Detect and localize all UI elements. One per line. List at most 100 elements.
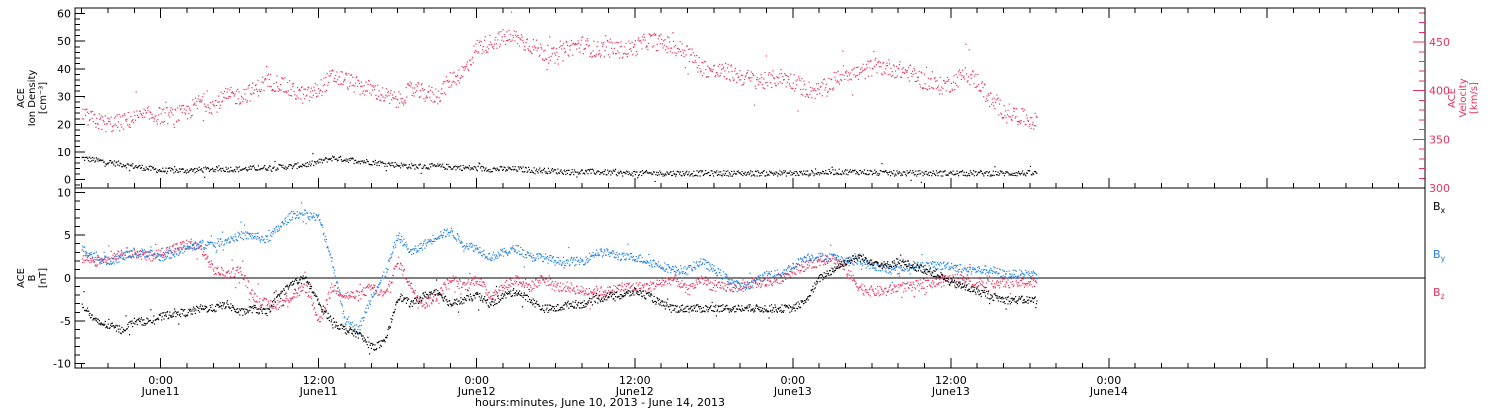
velocity-series-point xyxy=(584,48,586,50)
by-series-point xyxy=(205,247,207,249)
bz-series-point xyxy=(865,291,867,293)
by-series-point xyxy=(319,222,322,224)
velocity-series-point xyxy=(688,48,690,51)
bz-series-point xyxy=(591,291,594,293)
density-series-point xyxy=(89,160,91,163)
velocity-series-point xyxy=(817,87,819,90)
density-series-point xyxy=(675,173,678,176)
by-series-point xyxy=(251,235,253,237)
density-series-point xyxy=(90,157,92,159)
density-series-point xyxy=(471,167,474,169)
velocity-series-point xyxy=(507,40,509,42)
velocity-series-point xyxy=(885,68,887,70)
velocity-series-point xyxy=(913,67,915,70)
velocity-series-point xyxy=(417,81,419,84)
bz-series-point xyxy=(869,295,872,297)
density-series-point xyxy=(835,173,837,175)
bz-series-point xyxy=(732,286,734,289)
velocity-series-point xyxy=(180,108,182,110)
velocity-series-point xyxy=(244,93,246,95)
by-series-point xyxy=(91,254,93,256)
density-series-point xyxy=(1015,172,1017,174)
density-series-point xyxy=(784,172,786,174)
velocity-series-point xyxy=(497,33,499,35)
velocity-series-point xyxy=(630,47,632,50)
velocity-series-point xyxy=(331,70,333,72)
velocity-series-point xyxy=(356,76,358,78)
bz-series-point xyxy=(358,294,360,296)
density-series-point xyxy=(530,171,532,173)
velocity-series-point xyxy=(801,77,803,80)
velocity-series-point xyxy=(581,36,583,38)
velocity-series-point xyxy=(672,32,674,34)
density-series-point xyxy=(662,175,664,177)
by-series-point xyxy=(268,229,270,232)
density-series-point xyxy=(97,160,99,162)
bz-series-point xyxy=(815,266,817,268)
density-series-point xyxy=(593,172,595,174)
velocity-series-point xyxy=(503,40,505,42)
density-series-point xyxy=(737,170,739,172)
density-series-point xyxy=(754,175,756,177)
density-series-point xyxy=(340,155,342,158)
bz-series-point xyxy=(330,291,332,294)
density-series-point xyxy=(930,171,932,174)
bz-series-point xyxy=(848,277,850,279)
by-series-point xyxy=(130,256,132,258)
velocity-series-point xyxy=(175,109,177,111)
velocity-series-point xyxy=(607,54,609,56)
bz-series-point xyxy=(609,286,611,288)
bz-series-point xyxy=(548,275,550,277)
by-series-point xyxy=(257,232,259,234)
bz-series-point xyxy=(740,286,742,288)
bz-series-point xyxy=(881,288,883,291)
density-series-point xyxy=(568,169,570,171)
velocity-series-point xyxy=(177,119,179,121)
velocity-series-point xyxy=(552,48,554,50)
velocity-series-point xyxy=(716,72,718,74)
bz-series-point xyxy=(656,279,658,281)
velocity-series-point xyxy=(905,70,907,72)
density-series-point xyxy=(257,165,260,167)
by-series-point xyxy=(123,252,125,254)
velocity-series-point xyxy=(217,95,220,97)
bz-series-point xyxy=(428,305,431,307)
velocity-series-point xyxy=(754,85,756,87)
density-series-point xyxy=(539,171,542,173)
velocity-series-point xyxy=(699,67,701,70)
velocity-series-point xyxy=(284,77,286,79)
density-series-point xyxy=(505,168,508,171)
density-series-point xyxy=(294,163,296,165)
velocity-series-point xyxy=(726,67,729,69)
bz-series-point xyxy=(1015,280,1017,282)
density-series-point xyxy=(730,175,732,177)
bz-series-point xyxy=(937,283,939,286)
density-series-point xyxy=(731,170,733,173)
bz-series-point xyxy=(357,300,359,302)
by-series-point xyxy=(302,214,304,216)
velocity-series-point xyxy=(171,112,173,114)
density-series-point xyxy=(256,168,258,171)
velocity-series-point xyxy=(1020,120,1022,122)
bz-series-point xyxy=(922,287,924,290)
density-series-point xyxy=(457,166,459,168)
bz-series-point xyxy=(593,289,595,291)
velocity-series-point xyxy=(164,112,166,114)
bz-series-point xyxy=(598,294,600,296)
density-series-point xyxy=(833,173,835,176)
bz-series-point xyxy=(107,257,109,259)
density-series-point xyxy=(893,170,895,172)
bz-series-point xyxy=(148,258,150,260)
density-series-point xyxy=(150,169,152,171)
bz-series-point xyxy=(585,292,587,294)
velocity-series-point xyxy=(564,51,566,54)
bz-series-point xyxy=(552,280,554,283)
density-series-point xyxy=(836,172,838,174)
bz-series-point xyxy=(115,253,117,255)
density-series-point xyxy=(264,164,266,167)
velocity-series-point xyxy=(682,52,685,54)
velocity-series-point xyxy=(504,36,506,38)
bz-series-point xyxy=(613,284,615,287)
by-series-point xyxy=(168,249,170,252)
velocity-series-point xyxy=(213,105,216,107)
